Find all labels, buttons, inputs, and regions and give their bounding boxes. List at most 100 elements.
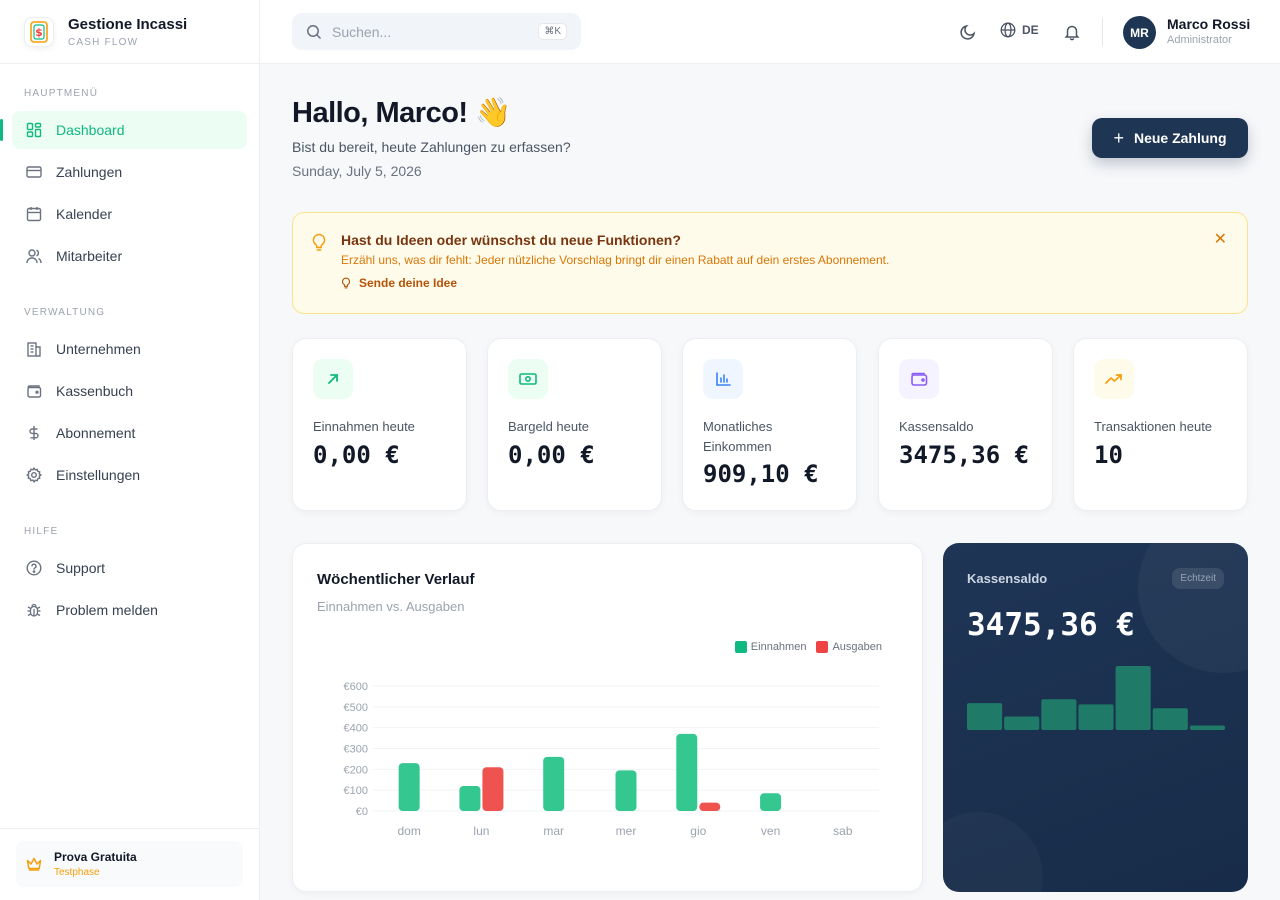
sidebar-item-abonnement[interactable]: Abonnement xyxy=(12,414,247,452)
avatar[interactable]: MR xyxy=(1123,16,1156,49)
topbar: ⌘K DE MR Marco Rossi Administrator xyxy=(260,0,1280,64)
language-switcher[interactable]: DE xyxy=(1000,22,1039,38)
nav-section-help: HILFE Support Problem melden xyxy=(0,526,259,629)
stat-label: Bargeld heute xyxy=(508,419,589,434)
lightbulb-small-icon xyxy=(342,277,350,288)
sidebar-item-dashboard[interactable]: Dashboard xyxy=(0,111,247,149)
search-input[interactable] xyxy=(332,23,539,40)
close-icon[interactable]: ✕ xyxy=(1213,231,1227,248)
weekly-chart-card: Wöchentlicher Verlauf Einnahmen vs. Ausg… xyxy=(292,543,923,892)
bar-income-ven[interactable] xyxy=(760,793,782,811)
page-title: Hallo, Marco! 👋 xyxy=(292,97,511,129)
sidebar-item-kalender[interactable]: Kalender xyxy=(12,195,247,233)
user-role: Administrator xyxy=(1167,34,1232,46)
brand-subtitle: CASH FLOW xyxy=(68,36,139,48)
chart-subtitle: Einnahmen vs. Ausgaben xyxy=(317,599,465,614)
nav-heading: VERWALTUNG xyxy=(24,307,106,318)
brand[interactable]: $ Gestione Incassi CASH FLOW xyxy=(0,0,259,64)
gear-icon xyxy=(26,467,42,483)
legend-item-income[interactable]: Einnahmen xyxy=(734,641,807,653)
stat-label: Transaktionen heute xyxy=(1094,419,1213,434)
sidebar: $ Gestione Incassi CASH FLOW HAUPTMENÜ D… xyxy=(0,0,260,900)
decor-circle xyxy=(1138,543,1248,673)
feedback-banner: Hast du Ideen oder wünschst du neue Funk… xyxy=(292,212,1248,314)
bar-income-lun[interactable] xyxy=(459,786,481,811)
mini-bar xyxy=(1115,666,1151,730)
x-tick-label: gio xyxy=(690,824,706,838)
balance-card: Kassensaldo Echtzeit 3475,36 € xyxy=(943,543,1248,892)
bar-chart-icon xyxy=(703,359,743,399)
mini-bar xyxy=(967,703,1003,730)
bar-expense-gio[interactable] xyxy=(699,802,721,811)
stat-label: Monatliches Einkommen xyxy=(703,419,773,454)
lightbulb-icon xyxy=(311,233,327,258)
users-icon xyxy=(26,248,42,264)
search-icon xyxy=(306,24,322,40)
wallet-icon xyxy=(26,383,42,399)
stat-value: 0,00 € xyxy=(313,441,400,469)
mini-bar xyxy=(1189,725,1225,730)
stat-card-transactions-today: Transaktionen heute 10 xyxy=(1073,338,1248,511)
credit-card-icon xyxy=(26,164,42,180)
sidebar-item-problem-melden[interactable]: Problem melden xyxy=(12,591,247,629)
topbar-divider xyxy=(1102,18,1103,46)
stat-value: 3475,36 € xyxy=(899,441,1030,469)
banknote-icon xyxy=(508,359,548,399)
building-icon xyxy=(26,341,42,357)
stat-card-income-today: Einnahmen heute 0,00 € xyxy=(292,338,467,511)
sidebar-item-label: Kassenbuch xyxy=(56,383,134,399)
user-name[interactable]: Marco Rossi xyxy=(1167,16,1251,32)
legend-item-expense[interactable]: Ausgaben xyxy=(816,641,882,653)
send-idea-link[interactable]: Sende deine Idee xyxy=(341,276,457,290)
sidebar-item-kassenbuch[interactable]: Kassenbuch xyxy=(12,372,247,410)
y-tick-label: €300 xyxy=(344,744,368,756)
stat-value: 909,10 € xyxy=(703,460,819,488)
decor-circle xyxy=(943,812,1043,892)
stat-label: Kassensaldo xyxy=(899,419,974,434)
language-code: DE xyxy=(1022,23,1039,37)
search-box[interactable]: ⌘K xyxy=(292,13,581,50)
trial-panel: Prova Gratuita Testphase xyxy=(0,828,259,900)
x-tick-label: lun xyxy=(473,824,489,838)
sidebar-item-unternehmen[interactable]: Unternehmen xyxy=(12,330,247,368)
sidebar-item-label: Einstellungen xyxy=(56,467,141,483)
nav-section-admin: VERWALTUNG Unternehmen Kassenbuch Abonne… xyxy=(0,307,259,494)
sidebar-item-label: Problem melden xyxy=(56,602,158,618)
search-shortcut-badge: ⌘K xyxy=(538,23,567,40)
sidebar-item-einstellungen[interactable]: Einstellungen xyxy=(12,456,247,494)
moon-icon[interactable] xyxy=(958,22,978,42)
balance-value: 3475,36 € xyxy=(967,607,1135,643)
x-tick-label: sab xyxy=(833,824,853,838)
x-tick-label: mar xyxy=(543,824,564,838)
bar-income-mer[interactable] xyxy=(615,770,637,811)
plus-icon: + xyxy=(1113,127,1124,148)
sidebar-item-mitarbeiter[interactable]: Mitarbeiter xyxy=(12,237,247,275)
balance-label: Kassensaldo xyxy=(967,571,1048,586)
weekly-bar-chart: €0 €100 €200 €300 €400 €500 €600 dom lun mar mer gi… xyxy=(344,681,879,838)
bar-income-dom[interactable] xyxy=(398,763,420,811)
banner-title: Hast du Ideen oder wünschst du neue Funk… xyxy=(341,232,681,248)
new-payment-label: Neue Zahlung xyxy=(1133,130,1227,146)
sidebar-item-support[interactable]: Support xyxy=(12,549,247,587)
page-subtitle: Bist du bereit, heute Zahlungen zu erfas… xyxy=(292,139,571,155)
y-tick-label: €400 xyxy=(344,723,368,735)
bar-expense-lun[interactable] xyxy=(482,767,504,811)
legend-swatch xyxy=(734,641,747,653)
bell-icon[interactable] xyxy=(1062,22,1082,42)
legend-label: Einnahmen xyxy=(750,641,807,653)
bug-icon xyxy=(26,602,42,618)
trial-title: Prova Gratuita xyxy=(54,850,137,864)
sidebar-item-zahlungen[interactable]: Zahlungen xyxy=(12,153,247,191)
sidebar-item-label: Unternehmen xyxy=(56,341,141,357)
stat-card-monthly-income: Monatliches Einkommen 909,10 € xyxy=(682,338,857,511)
bar-income-mar[interactable] xyxy=(543,756,565,811)
new-payment-button[interactable]: + Neue Zahlung xyxy=(1092,118,1248,158)
x-tick-label: ven xyxy=(761,824,780,838)
sidebar-item-label: Dashboard xyxy=(56,122,125,138)
bar-income-gio[interactable] xyxy=(676,733,698,811)
legend-swatch xyxy=(816,641,829,653)
calendar-icon xyxy=(26,206,42,222)
mini-bar xyxy=(1078,704,1114,730)
stat-label: Einnahmen heute xyxy=(313,419,415,434)
trial-box[interactable]: Prova Gratuita Testphase xyxy=(16,841,243,887)
